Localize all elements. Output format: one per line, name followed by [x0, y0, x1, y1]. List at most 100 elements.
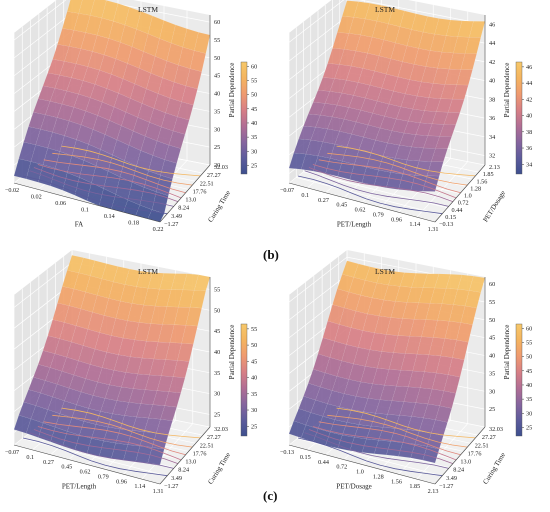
- z-tick-label: 46: [489, 21, 495, 28]
- y-tick-label: 0.44: [452, 207, 463, 214]
- floor-contour: [33, 429, 179, 464]
- colorbar-tick-label: 25: [251, 162, 257, 169]
- colorbar-tick-label: 30: [526, 410, 532, 417]
- floor-contour: [61, 145, 201, 177]
- surface-facet: [78, 0, 95, 16]
- colorbar-tick-label: 45: [251, 358, 257, 365]
- x-tick-label: 0.02: [31, 194, 42, 201]
- z-tick-label: 25: [489, 406, 495, 413]
- colorbar-tick-label: 40: [251, 120, 257, 127]
- colorbar-tick-label: 34: [526, 161, 532, 168]
- z-tick-label: 50: [214, 307, 220, 314]
- x-axis-label: PET/Length: [337, 221, 372, 229]
- x-tick-label: 2.13: [428, 488, 439, 495]
- z-tick-label: 25: [214, 144, 220, 151]
- surface-facet: [160, 159, 177, 180]
- left-grid-z: [13, 12, 73, 59]
- floor-contour: [304, 170, 449, 207]
- x-tick-label: −0.13: [280, 449, 294, 456]
- colorbar-tick-label: 38: [526, 129, 532, 136]
- colorbar-tick-label: 50: [251, 342, 257, 349]
- x-axis-line: [288, 182, 436, 223]
- x-tick-label: 0.27: [43, 459, 54, 466]
- z-tick-label: 44: [489, 40, 495, 47]
- x-tick-label: 1.31: [153, 488, 164, 495]
- z-tick-label: 38: [489, 96, 495, 103]
- colorbar-tick-label: 36: [526, 145, 532, 152]
- colorbar-tick-label: 45: [251, 106, 257, 113]
- x-tick-label: −0.02: [5, 187, 19, 194]
- z-axis-label: Partial Dependence: [503, 325, 511, 380]
- surface-facet: [164, 391, 181, 408]
- floor-contour: [336, 407, 476, 439]
- z-axis-label: Partial Dependence: [503, 63, 511, 118]
- floor-grid-x: [141, 423, 194, 480]
- colorbar-tick-label: 50: [526, 354, 532, 361]
- x-tick-label: 0.62: [355, 207, 366, 214]
- y-axis-line: [159, 164, 211, 223]
- x-tick-label: 0.45: [61, 464, 72, 471]
- y-tick-label: 0.15: [445, 214, 456, 221]
- colorbar: [515, 61, 523, 175]
- colorbar-tick-label: 30: [251, 407, 257, 414]
- y-tick-label: 27.27: [482, 434, 496, 441]
- x-axis-label: PET/Length: [62, 483, 97, 491]
- floor-contour: [297, 437, 443, 477]
- chart-panel-1: −0.02 0.02 0.06 0.1 0.14 0.18 0.22 FA −1.273.498…: [5, 0, 257, 233]
- z-tick-label: 55: [489, 299, 495, 306]
- floor-contour: [29, 432, 174, 469]
- z-tick-label: 35: [214, 108, 220, 115]
- surface-facet: [181, 85, 198, 106]
- z-tick-label: 60: [489, 281, 495, 288]
- surface-facet: [185, 68, 202, 90]
- y-axis-label: PET/Dosage: [482, 189, 508, 223]
- y-tick-label: 17.76: [193, 450, 207, 457]
- x-tick-label: 0.06: [55, 200, 66, 207]
- y-tick-label: 3.49: [171, 475, 182, 482]
- floor-contour: [308, 429, 454, 464]
- back-grid-z: [95, 0, 211, 23]
- x-tick-label: 0.1: [81, 207, 89, 214]
- left-grid-z: [13, 262, 73, 308]
- y-tick-label: 1.0: [464, 193, 472, 200]
- x-axis-label: FA: [75, 221, 83, 229]
- y-tick-label: 32.03: [214, 426, 228, 433]
- z-tick-label: 45: [489, 335, 495, 342]
- y-tick-label: 8.24: [178, 467, 189, 474]
- z-tick-label: 40: [214, 91, 220, 98]
- surface-facet: [189, 290, 206, 309]
- z-tick-label: 32: [489, 153, 495, 160]
- panel-label-c: (c): [263, 488, 278, 503]
- floor-contour: [22, 437, 168, 477]
- z-tick-label: 20: [214, 162, 220, 169]
- x-tick-label: 0.62: [80, 469, 91, 476]
- x-tick-label: 1.85: [409, 483, 420, 490]
- z-tick-label: 42: [489, 59, 495, 66]
- x-tick-label: 0.22: [153, 226, 164, 233]
- left-grid-z: [288, 274, 348, 321]
- surface-facet: [168, 130, 186, 149]
- z-tick-label: 45: [214, 73, 220, 80]
- y-tick-label: 8.24: [453, 467, 464, 474]
- y-tick-label: −1.27: [164, 221, 178, 228]
- floor-contour: [304, 432, 449, 469]
- z-tick-label: 55: [214, 287, 220, 294]
- x-tick-label: 0.96: [391, 216, 402, 223]
- panel-label-b: (b): [263, 247, 279, 262]
- surface-facet: [448, 357, 465, 378]
- x-tick-label: 0.1: [26, 454, 34, 461]
- x-tick-label: 0.79: [98, 473, 109, 480]
- left-grid-z: [288, 0, 345, 43]
- z-tick-label: 60: [214, 19, 220, 26]
- surface-facet: [422, 446, 440, 464]
- floor-contour: [308, 167, 454, 202]
- z-tick-label: 40: [489, 78, 495, 85]
- x-axis-line: [13, 444, 161, 485]
- y-tick-label: 22.51: [475, 442, 489, 449]
- x-tick-label: 0.27: [318, 197, 329, 204]
- floor-contour: [61, 407, 201, 439]
- x-tick-label: 0.15: [300, 454, 311, 461]
- floor-contour: [22, 175, 168, 215]
- surface-facet: [460, 53, 477, 70]
- chart-title: LSTM: [375, 267, 395, 276]
